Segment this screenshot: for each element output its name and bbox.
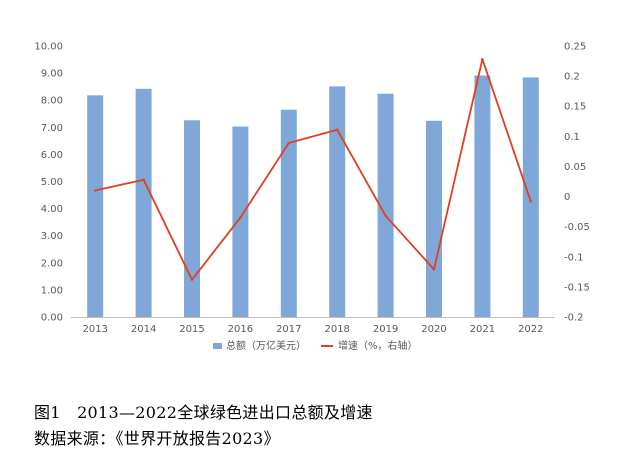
y-left-tick-label: 7.00 [41, 123, 63, 134]
y-left-tick-label: 8.00 [41, 96, 63, 107]
y-right-tick-label: 0.25 [564, 42, 586, 53]
y-right-tick-label: 0.05 [564, 162, 586, 173]
y-right-tick-label: 0.1 [564, 132, 580, 143]
x-tick-label: 2013 [82, 324, 107, 335]
line-point [384, 214, 387, 218]
line-point [287, 141, 290, 145]
y-right-tick-label: -0.1 [564, 252, 584, 263]
x-tick-label: 2015 [179, 324, 204, 335]
y-right-tick-label: -0.05 [564, 222, 590, 233]
bar [280, 109, 297, 317]
x-tick-label: 2017 [276, 324, 301, 335]
chart-area: 0.00 1.00 2.00 3.00 4.00 5.00 6.00 7.00 8.00 9.00… [34, 42, 590, 353]
line-point [94, 189, 97, 192]
figure-caption: 图1 2013—2022全球绿色进出口总额及增速 [34, 403, 373, 422]
bar [87, 95, 104, 318]
combo-chart: 0.00 1.00 2.00 3.00 4.00 5.00 6.00 7.00 8.00 9.00… [34, 42, 590, 353]
legend-line-label: 增速（%，右轴） [338, 339, 418, 352]
line-point [142, 178, 145, 181]
y-left-tick-label: 6.00 [41, 150, 63, 161]
bar [474, 75, 491, 317]
y-right-tick-label: 0.2 [564, 72, 580, 83]
bar [184, 120, 200, 317]
y-right-tick-label: 0 [564, 192, 570, 203]
y-right-tick-label: 0.15 [564, 102, 586, 113]
legend-bar-swatch [213, 343, 222, 349]
y-left-tick-label: 5.00 [41, 177, 63, 188]
legend-bar-label: 总额（万亿美元） [226, 339, 306, 352]
x-tick-label: 2020 [421, 324, 446, 335]
line-point [336, 128, 339, 131]
x-tick-label: 2019 [373, 324, 398, 335]
growth-line [95, 58, 532, 281]
bar [232, 126, 249, 317]
line-point [481, 58, 484, 61]
y-left-tick-label: 0.00 [41, 313, 63, 324]
x-tick-label: 2018 [324, 324, 349, 335]
bar [329, 86, 346, 317]
bar [377, 93, 394, 317]
line-point [432, 268, 436, 271]
y-left-tick-label: 1.00 [41, 285, 63, 296]
y-right-tick-label: -0.15 [564, 282, 590, 293]
y-left-tick-label: 9.00 [41, 69, 63, 80]
line-point [529, 200, 532, 203]
bar [426, 120, 442, 318]
line-point [190, 278, 194, 281]
y-right-tick-label: -0.2 [564, 313, 584, 324]
y-left-tick-label: 4.00 [41, 204, 63, 215]
bar [135, 88, 152, 318]
y-left-tick-label: 2.00 [41, 258, 63, 269]
x-tick-label: 2022 [518, 324, 543, 335]
data-source-note: 数据来源：《世界开放报告2023》 [34, 429, 280, 448]
x-tick-label: 2014 [131, 324, 156, 335]
line-point [239, 216, 242, 219]
x-tick-label: 2016 [228, 324, 253, 335]
y-left-tick-label: 10.00 [34, 42, 63, 53]
bar [522, 77, 539, 317]
y-left-tick-label: 3.00 [41, 231, 63, 242]
x-tick-label: 2021 [470, 324, 495, 335]
